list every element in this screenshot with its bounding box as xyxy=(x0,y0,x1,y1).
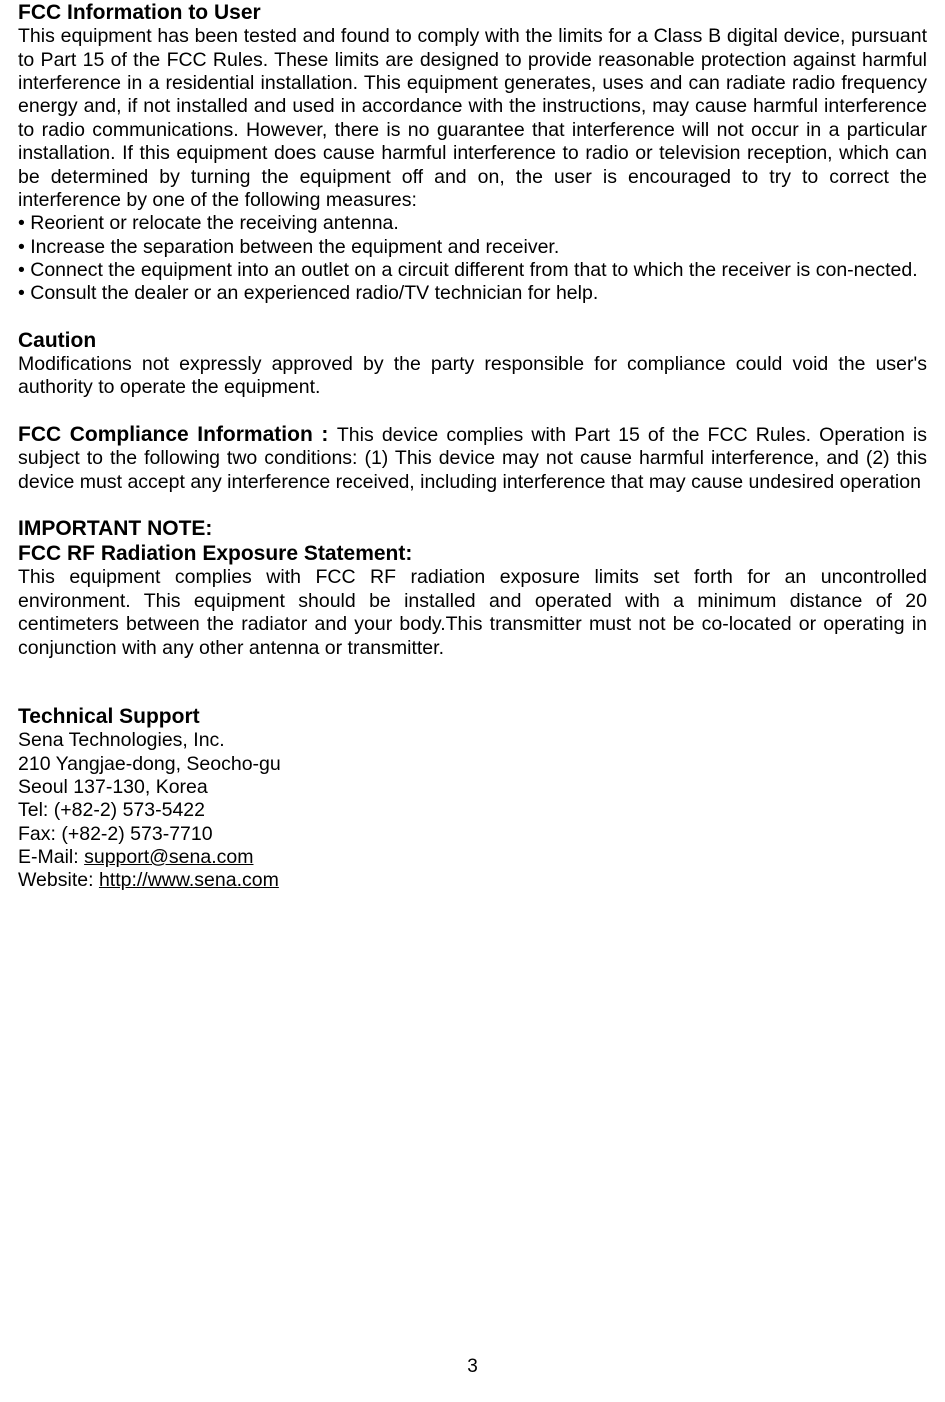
fcc-info-block: FCC Information to User This equipment h… xyxy=(18,0,927,306)
page-content: FCC Information to User This equipment h… xyxy=(18,0,927,893)
caution-block: Caution Modifications not expressly appr… xyxy=(18,328,927,400)
website-label: Website: xyxy=(18,869,99,891)
tech-support-heading: Technical Support xyxy=(18,704,927,729)
website-link[interactable]: http://www.sena.com xyxy=(99,869,279,891)
email-link[interactable]: support@sena.com xyxy=(84,846,253,868)
compliance-block: FCC Compliance Information : This device… xyxy=(18,422,927,494)
important-note-heading: IMPORTANT NOTE: xyxy=(18,516,927,541)
email-line: E-Mail: support@sena.com xyxy=(18,846,927,869)
fcc-bullet-4: • Consult the dealer or an experienced r… xyxy=(18,282,927,305)
address-line-2: Seoul 137-130, Korea xyxy=(18,776,927,799)
address-line-1: 210 Yangjae-dong, Seocho-gu xyxy=(18,753,927,776)
caution-heading: Caution xyxy=(18,328,927,353)
fcc-bullet-1: • Reorient or relocate the receiving ant… xyxy=(18,212,927,235)
page-number: 3 xyxy=(0,1356,945,1378)
caution-paragraph: Modifications not expressly approved by … xyxy=(18,353,927,400)
company-name: Sena Technologies, Inc. xyxy=(18,729,927,752)
website-line: Website: http://www.sena.com xyxy=(18,869,927,892)
compliance-heading: FCC Compliance Information : xyxy=(18,423,337,446)
exposure-heading: FCC RF Radiation Exposure Statement: xyxy=(18,541,927,566)
exposure-paragraph: This equipment complies with FCC RF radi… xyxy=(18,566,927,660)
technical-support-block: Technical Support Sena Technologies, Inc… xyxy=(18,704,927,893)
document-page: FCC Information to User This equipment h… xyxy=(0,0,945,1402)
fcc-bullet-2: • Increase the separation between the eq… xyxy=(18,236,927,259)
email-label: E-Mail: xyxy=(18,846,84,868)
fcc-bullet-3: • Connect the equipment into an outlet o… xyxy=(18,259,927,282)
important-note-block: IMPORTANT NOTE: FCC RF Radiation Exposur… xyxy=(18,516,927,660)
fcc-info-paragraph: This equipment has been tested and found… xyxy=(18,25,927,212)
fax: Fax: (+82-2) 573-7710 xyxy=(18,823,927,846)
telephone: Tel: (+82-2) 573-5422 xyxy=(18,799,927,822)
fcc-info-heading: FCC Information to User xyxy=(18,0,927,25)
